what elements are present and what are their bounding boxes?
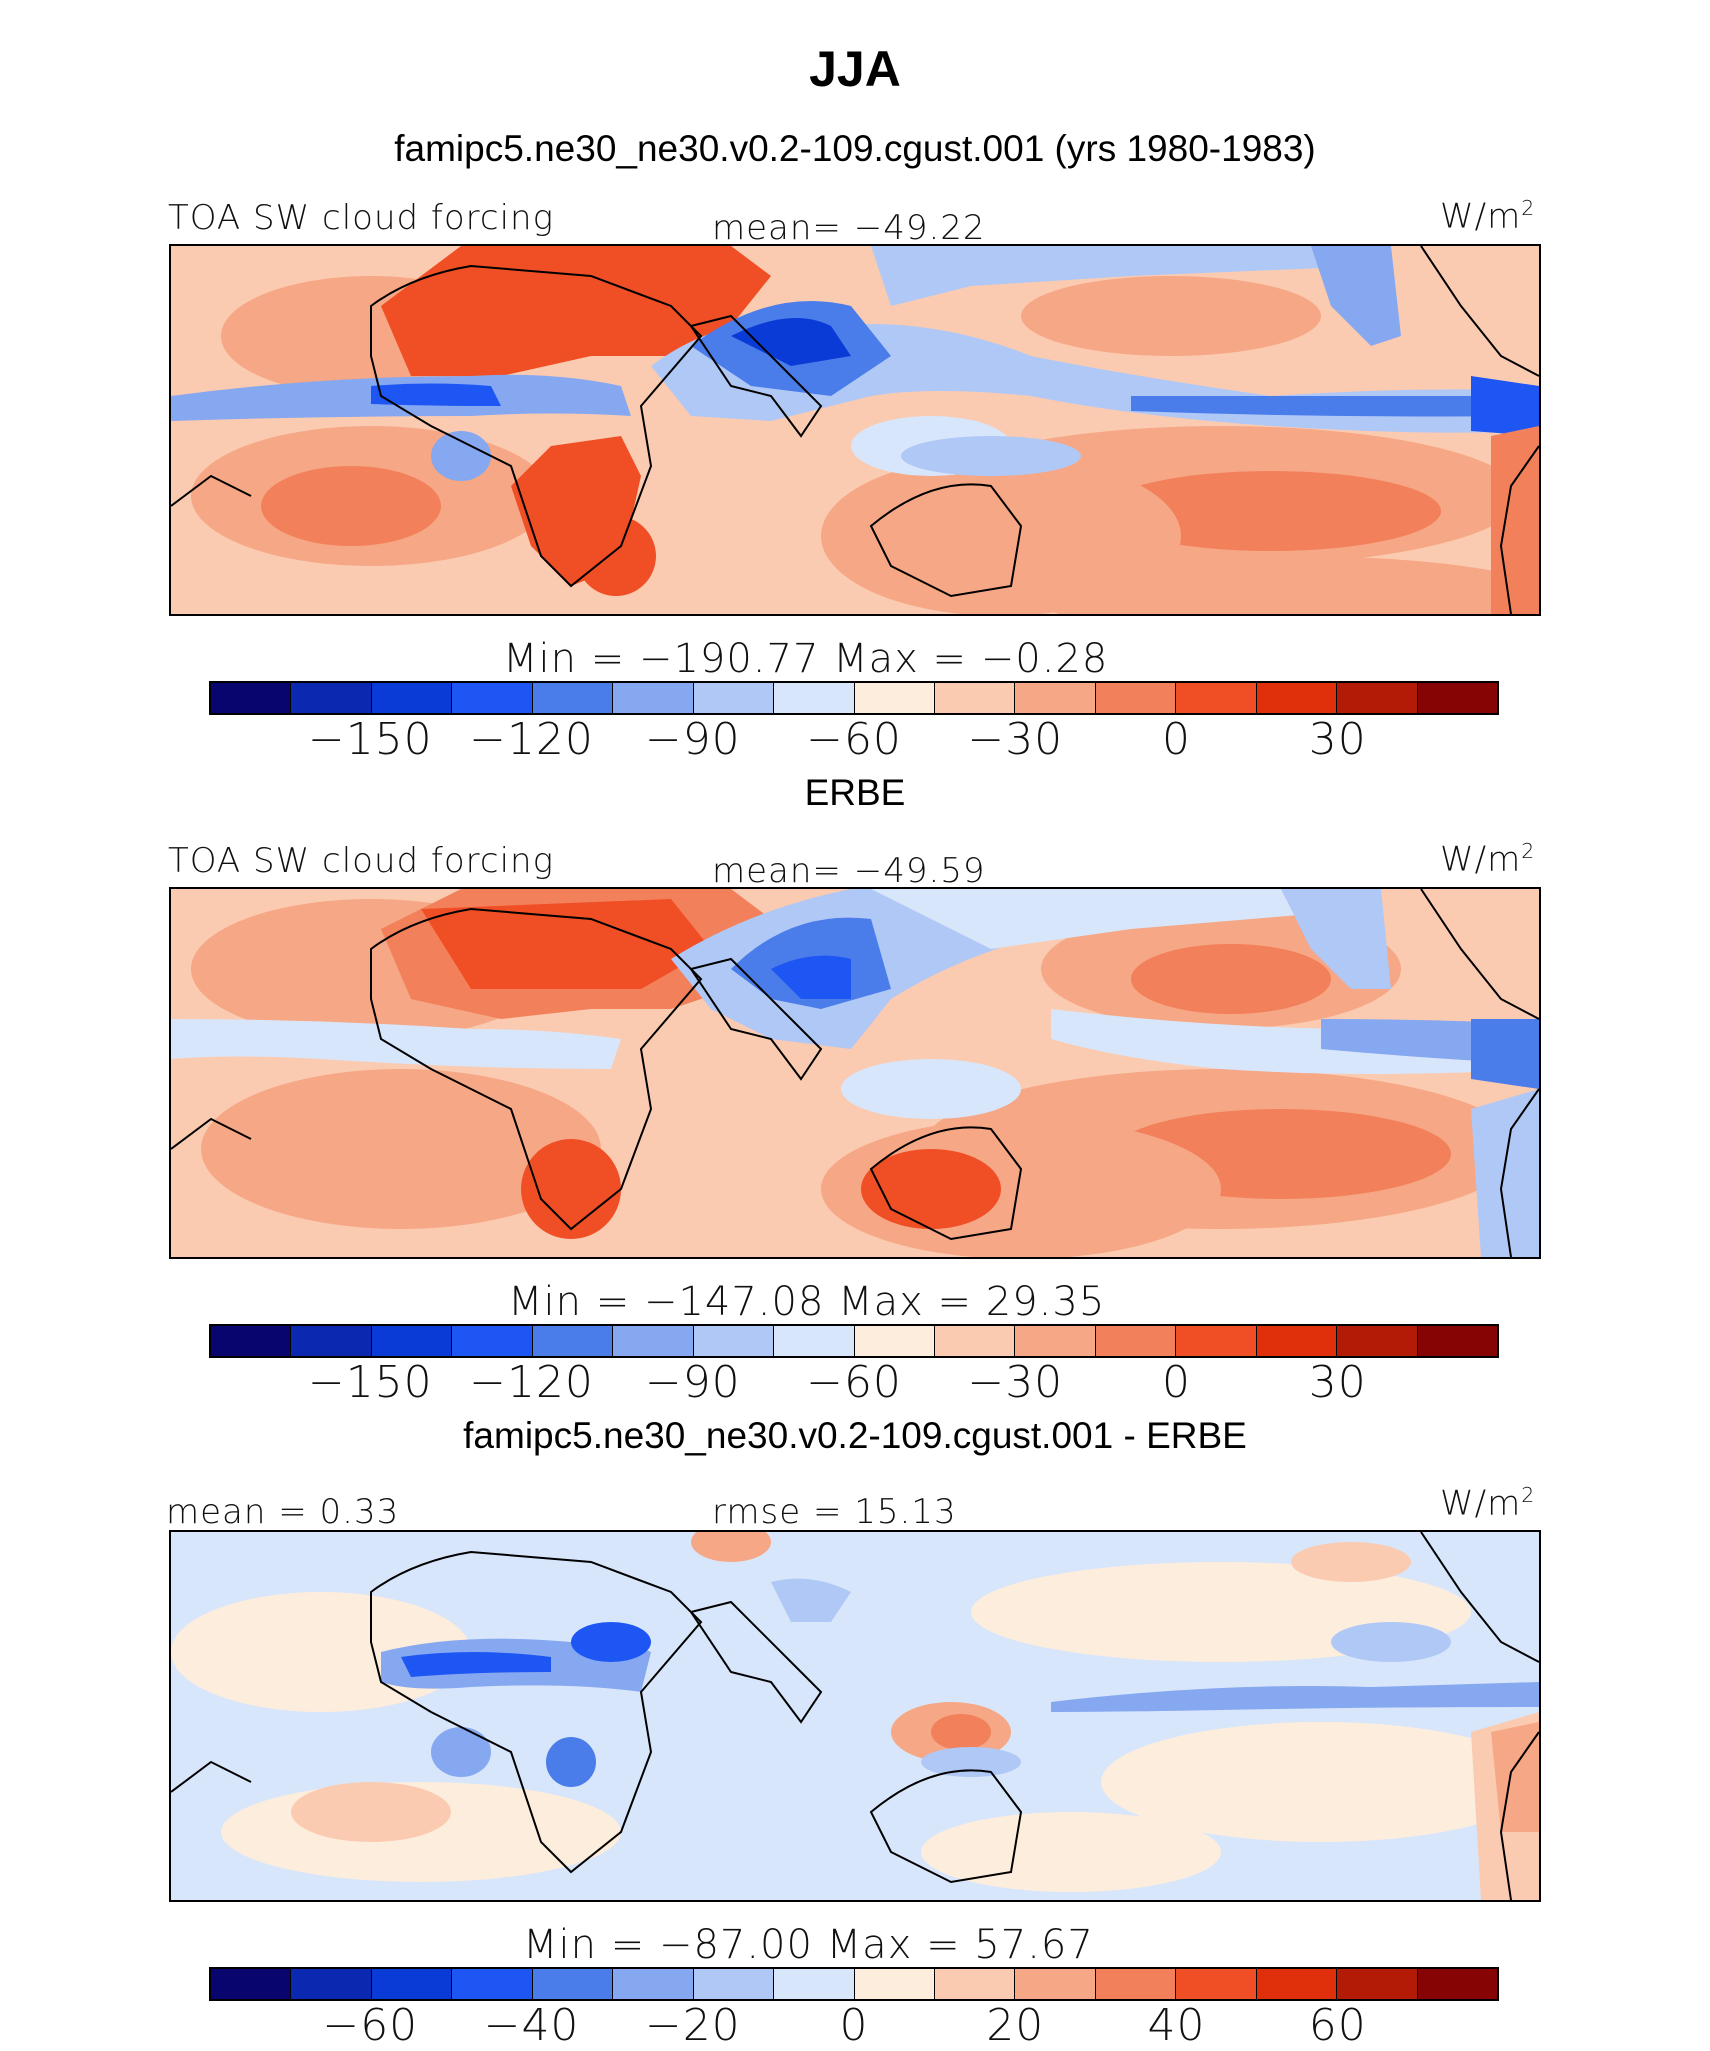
colorbar-swatch: [291, 1969, 372, 1999]
panel-3-min-max: Min = −87.00 Max = 57.67: [523, 1922, 1094, 1968]
colorbar-tick-label: 30: [1308, 1357, 1367, 1408]
colorbar-tick-label: −60: [806, 1357, 902, 1408]
colorbar-swatch: [211, 1969, 292, 1999]
colorbar-swatch: [934, 1326, 1016, 1356]
colorbar-swatch: [854, 1969, 935, 1999]
colorbar-tick-label: −120: [469, 714, 594, 765]
panel-3-rmse-label: rmse = 15.13: [712, 1492, 957, 1532]
colorbar-tick-label: −90: [644, 714, 741, 765]
colorbar-tick-label: −30: [967, 1357, 1064, 1408]
panel-1-colorbar: [209, 681, 1499, 715]
colorbar-swatch: [854, 1326, 935, 1356]
colorbar-tick-label: −20: [644, 2000, 741, 2051]
colorbar-tick-label: 40: [1147, 2000, 1206, 2051]
colorbar-swatch: [371, 1326, 453, 1356]
colorbar-swatch: [1337, 1326, 1418, 1356]
colorbar-swatch: [1176, 1969, 1257, 1999]
colorbar-swatch: [1417, 683, 1497, 713]
panel-2-min-max: Min = −147.08 Max = 29.35: [508, 1279, 1106, 1325]
colorbar-tick-label: 0: [839, 2000, 869, 2051]
panel-1-min-max: Min = −190.77 Max = −0.28: [503, 636, 1109, 682]
main-title: JJA: [809, 41, 901, 97]
colorbar-swatch: [1095, 683, 1177, 713]
colorbar-tick-label: 60: [1308, 2000, 1367, 2051]
colorbar-swatch: [934, 683, 1016, 713]
colorbar-swatch: [1256, 683, 1338, 713]
panel-3-colorbar: [209, 1967, 1499, 2001]
panel-2-colorbar-ticks: −150 −120 −90 −60 −30 0 30: [0, 1357, 1710, 1417]
panel-3-header: famipc5.ne30_ne30.v0.2-109.cgust.001 - E…: [463, 1415, 1247, 1456]
panel-2-colorbar: [209, 1324, 1499, 1358]
colorbar-tick-label: 0: [1162, 714, 1191, 765]
colorbar-swatch: [774, 683, 855, 713]
panel-2-units: W/m2: [1440, 839, 1536, 880]
colorbar-swatch: [532, 1326, 614, 1356]
panel-1-variable-label: TOA SW cloud forcing: [168, 198, 554, 238]
colorbar-swatch: [613, 1969, 694, 1999]
colorbar-swatch: [211, 1326, 292, 1356]
colorbar-swatch: [371, 683, 453, 713]
panel-3-units: W/m2: [1440, 1483, 1536, 1524]
colorbar-swatch: [1176, 1326, 1257, 1356]
colorbar-swatch: [1337, 683, 1418, 713]
colorbar-swatch: [693, 683, 775, 713]
colorbar-swatch: [452, 683, 533, 713]
panel-1-map: [169, 244, 1541, 616]
colorbar-tick-label: 0: [1162, 1357, 1191, 1408]
colorbar-swatch: [532, 683, 614, 713]
colorbar-tick-label: −60: [322, 2000, 419, 2051]
colorbar-swatch: [452, 1969, 533, 1999]
colorbar-swatch: [1337, 1969, 1418, 1999]
colorbar-swatch: [613, 1326, 694, 1356]
panel-2-header: ERBE: [804, 772, 906, 813]
colorbar-tick-label: −90: [644, 1357, 741, 1408]
colorbar-swatch: [1015, 1969, 1096, 1999]
colorbar-swatch: [613, 683, 694, 713]
colorbar-swatch: [1015, 1326, 1096, 1356]
colorbar-tick-label: −30: [967, 714, 1064, 765]
colorbar-swatch: [1417, 1969, 1497, 1999]
colorbar-swatch: [774, 1969, 855, 1999]
panel-3-map: [169, 1530, 1541, 1902]
panel-3-mean-label: mean = 0.33: [166, 1492, 400, 1532]
colorbar-swatch: [1176, 683, 1257, 713]
colorbar-swatch: [1095, 1326, 1177, 1356]
colorbar-swatch: [693, 1326, 775, 1356]
panel-1-mean-label: mean= −49.22: [712, 208, 986, 248]
colorbar-swatch: [1256, 1326, 1338, 1356]
colorbar-tick-label: 30: [1308, 714, 1367, 765]
colorbar-swatch: [291, 1326, 372, 1356]
colorbar-tick-label: −40: [483, 2000, 580, 2051]
colorbar-swatch: [693, 1969, 775, 1999]
colorbar-swatch: [291, 683, 372, 713]
colorbar-swatch: [1015, 683, 1096, 713]
panel-2-variable-label: TOA SW cloud forcing: [168, 841, 554, 881]
panel-1-header: famipc5.ne30_ne30.v0.2-109.cgust.001 (yr…: [394, 128, 1316, 169]
colorbar-swatch: [934, 1969, 1016, 1999]
colorbar-swatch: [452, 1326, 533, 1356]
panel-1-colorbar-ticks: −150 −120 −90 −60 −30 0 30: [0, 714, 1710, 774]
colorbar-swatch: [1095, 1969, 1177, 1999]
colorbar-swatch: [854, 683, 935, 713]
colorbar-tick-label: 20: [986, 2000, 1045, 2051]
colorbar-tick-label: −60: [806, 714, 902, 765]
colorbar-swatch: [1256, 1969, 1338, 1999]
colorbar-swatch: [532, 1969, 614, 1999]
panel-3-colorbar-ticks: −60 −40 −20 0 20 40 60: [0, 2000, 1710, 2051]
colorbar-swatch: [211, 683, 292, 713]
colorbar-tick-label: −150: [307, 714, 433, 765]
panel-1-units: W/m2: [1440, 196, 1536, 237]
colorbar-swatch: [774, 1326, 855, 1356]
panel-2-mean-label: mean= −49.59: [712, 851, 986, 891]
panel-2-map: [169, 887, 1541, 1259]
colorbar-swatch: [1417, 1326, 1497, 1356]
colorbar-tick-label: −150: [307, 1357, 433, 1408]
colorbar-tick-label: −120: [469, 1357, 594, 1408]
colorbar-swatch: [371, 1969, 453, 1999]
